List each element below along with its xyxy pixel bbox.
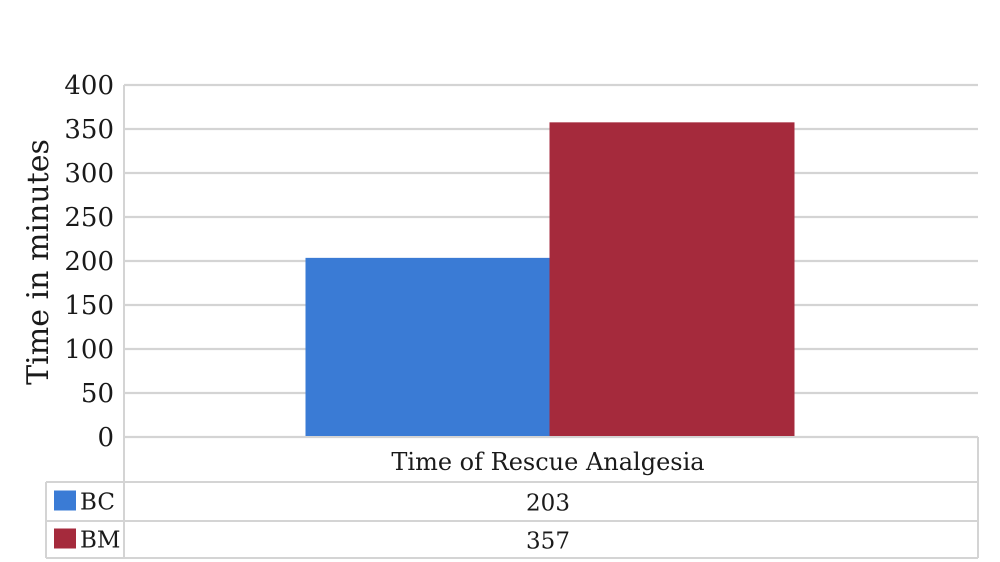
y-tick-label: 150 bbox=[64, 291, 114, 321]
bars bbox=[305, 122, 795, 438]
data-label: 357 bbox=[526, 529, 570, 555]
y-tick-label: 250 bbox=[64, 203, 114, 233]
legend-swatch-bc bbox=[54, 490, 76, 511]
legend-label: BC bbox=[80, 490, 115, 516]
y-tick-labels: 0 50 100 150 200 250 300 350 400 bbox=[64, 71, 114, 453]
x-category-label: Time of Rescue Analgesia bbox=[391, 448, 704, 476]
data-label: 203 bbox=[526, 491, 570, 517]
bar-bc bbox=[305, 257, 551, 438]
y-tick-label: 300 bbox=[64, 159, 114, 189]
y-tick-label: 400 bbox=[64, 71, 114, 101]
data-table: Time of Rescue Analgesia BC 203 BM 357 bbox=[45, 436, 979, 559]
y-tick-label: 200 bbox=[64, 247, 114, 277]
y-tick-label: 350 bbox=[64, 115, 114, 145]
legend-swatch-bm bbox=[54, 528, 76, 549]
bar-bm bbox=[549, 122, 795, 438]
y-tick-label: 100 bbox=[64, 335, 114, 365]
y-tick-label: 50 bbox=[81, 379, 114, 409]
legend-label: BM bbox=[80, 528, 120, 554]
y-tick-label: 0 bbox=[97, 423, 114, 453]
y-axis-label: Time in minutes bbox=[21, 139, 56, 385]
